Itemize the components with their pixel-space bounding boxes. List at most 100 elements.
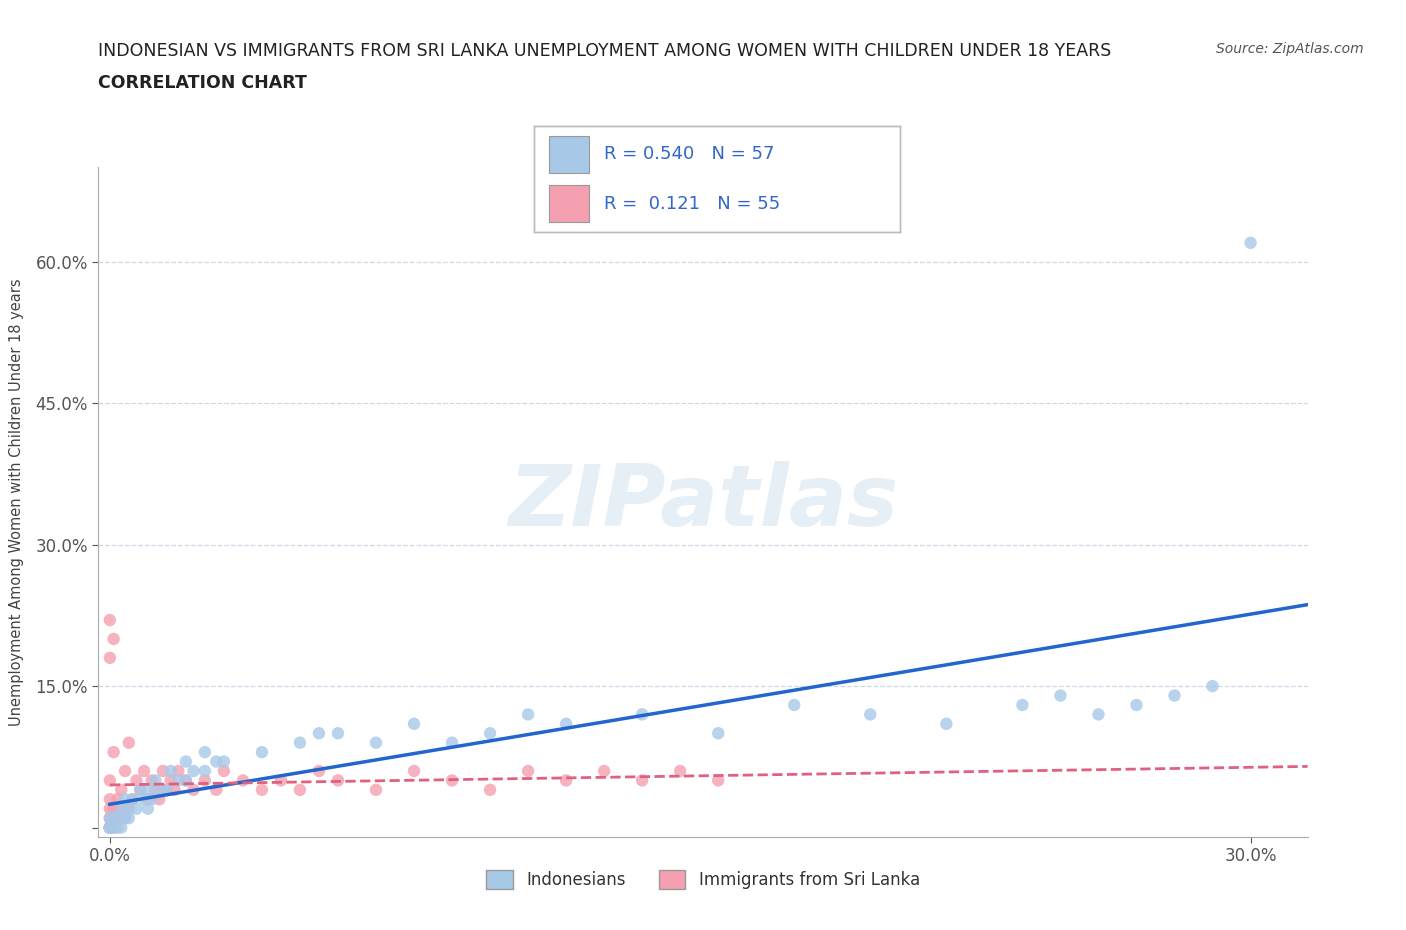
Point	[114, 811, 136, 826]
Point	[441, 736, 464, 751]
Point	[118, 811, 141, 826]
Point	[110, 802, 132, 817]
Point	[402, 764, 425, 778]
Point	[114, 791, 136, 806]
Point	[479, 782, 502, 797]
Point	[783, 698, 806, 712]
Point	[1163, 688, 1185, 703]
Point	[159, 764, 181, 778]
Point	[167, 764, 190, 778]
Point	[118, 802, 141, 817]
Point	[103, 820, 125, 835]
Point	[114, 811, 136, 826]
Point	[98, 791, 121, 806]
Point	[136, 802, 159, 817]
Point	[194, 745, 217, 760]
Point	[141, 791, 163, 806]
Point	[707, 725, 730, 740]
Point	[121, 791, 143, 806]
Point	[107, 791, 129, 806]
Text: R =  0.121   N = 55: R = 0.121 N = 55	[603, 194, 780, 213]
Point	[145, 782, 167, 797]
Point	[98, 650, 121, 665]
Point	[98, 773, 121, 788]
Point	[174, 773, 197, 788]
Point	[132, 791, 155, 806]
Point	[669, 764, 692, 778]
Point	[98, 820, 121, 835]
Point	[364, 782, 387, 797]
Point	[194, 773, 217, 788]
Point	[1201, 679, 1223, 694]
Point	[156, 782, 179, 797]
Point	[98, 820, 121, 835]
Point	[98, 820, 121, 835]
Point	[1011, 698, 1033, 712]
Point	[859, 707, 882, 722]
Point	[114, 764, 136, 778]
Point	[103, 745, 125, 760]
Point	[159, 773, 181, 788]
Point	[98, 820, 121, 835]
Point	[110, 820, 132, 835]
Point	[125, 773, 148, 788]
Point	[156, 782, 179, 797]
Point	[308, 725, 330, 740]
Point	[103, 802, 125, 817]
Point	[98, 811, 121, 826]
Point	[163, 782, 186, 797]
Point	[98, 820, 121, 835]
Point	[98, 820, 121, 835]
Point	[98, 811, 121, 826]
Point	[250, 782, 273, 797]
Point	[107, 820, 129, 835]
Point	[402, 716, 425, 731]
Point	[205, 754, 228, 769]
Text: INDONESIAN VS IMMIGRANTS FROM SRI LANKA UNEMPLOYMENT AMONG WOMEN WITH CHILDREN U: INDONESIAN VS IMMIGRANTS FROM SRI LANKA …	[98, 42, 1112, 60]
Point	[288, 782, 311, 797]
Point	[555, 773, 578, 788]
Point	[136, 791, 159, 806]
Point	[98, 820, 121, 835]
Point	[129, 782, 152, 797]
Point	[110, 802, 132, 817]
Point	[1087, 707, 1109, 722]
Point	[250, 745, 273, 760]
Point	[555, 716, 578, 731]
Point	[141, 773, 163, 788]
Point	[288, 736, 311, 751]
Point	[1049, 688, 1071, 703]
Point	[118, 802, 141, 817]
Point	[593, 764, 616, 778]
Text: Source: ZipAtlas.com: Source: ZipAtlas.com	[1216, 42, 1364, 56]
Point	[103, 820, 125, 835]
Text: R = 0.540   N = 57: R = 0.540 N = 57	[603, 145, 775, 164]
Text: CORRELATION CHART: CORRELATION CHART	[98, 74, 308, 92]
Point	[183, 782, 205, 797]
Y-axis label: Unemployment Among Women with Children Under 18 years: Unemployment Among Women with Children U…	[10, 278, 24, 726]
Text: ZIPatlas: ZIPatlas	[508, 460, 898, 544]
Point	[103, 811, 125, 826]
Point	[98, 802, 121, 817]
Point	[103, 811, 125, 826]
Point	[145, 773, 167, 788]
Point	[98, 820, 121, 835]
Point	[183, 764, 205, 778]
Point	[136, 782, 159, 797]
Point	[121, 791, 143, 806]
Point	[479, 725, 502, 740]
Point	[212, 754, 235, 769]
Point	[152, 764, 174, 778]
Point	[1125, 698, 1147, 712]
Point	[631, 707, 654, 722]
Point	[212, 764, 235, 778]
FancyBboxPatch shape	[548, 185, 589, 221]
Point	[326, 725, 349, 740]
Legend: Indonesians, Immigrants from Sri Lanka: Indonesians, Immigrants from Sri Lanka	[479, 863, 927, 896]
Point	[118, 736, 141, 751]
Point	[364, 736, 387, 751]
Point	[517, 707, 540, 722]
Point	[167, 773, 190, 788]
Point	[631, 773, 654, 788]
Point	[107, 811, 129, 826]
